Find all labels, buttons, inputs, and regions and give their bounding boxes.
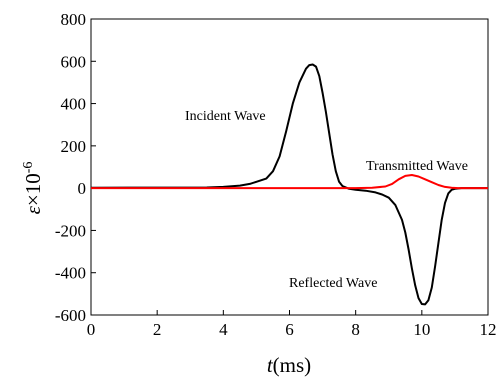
x-axis-title: t(ms) bbox=[267, 353, 311, 377]
y-axis-title-exponent: -6 bbox=[21, 162, 36, 174]
y-tick-label: 200 bbox=[61, 137, 87, 156]
series-line-1 bbox=[90, 63, 488, 306]
y-axis-title-multiplier: ×10 bbox=[21, 173, 45, 206]
annotation-reflected-wave: Reflected Wave bbox=[289, 276, 377, 291]
y-tick-label: 800 bbox=[61, 10, 87, 29]
x-axis-ticks: 0 2 4 6 8 10 12 bbox=[87, 310, 497, 339]
series-layer bbox=[90, 63, 488, 306]
y-tick-label: -400 bbox=[55, 264, 86, 283]
x-tick-label: 4 bbox=[219, 320, 228, 339]
annotation-incident-wave: Incident Wave bbox=[185, 109, 266, 124]
y-axis-title-symbol: ε bbox=[21, 205, 45, 214]
x-tick-label: 8 bbox=[351, 320, 360, 339]
x-tick-label: 0 bbox=[87, 320, 96, 339]
y-tick-label: -200 bbox=[55, 221, 86, 240]
x-tick-label: 12 bbox=[480, 320, 497, 339]
y-tick-label: 600 bbox=[61, 52, 87, 71]
y-axis-title: ε×10-6 bbox=[21, 162, 45, 215]
y-tick-label: 0 bbox=[78, 179, 87, 198]
annotation-transmitted-wave: Transmitted Wave bbox=[366, 159, 468, 174]
y-tick-label: 400 bbox=[61, 95, 87, 114]
y-axis-ticks: -600 -400 -200 0 200 400 600 800 bbox=[55, 10, 96, 325]
x-tick-label: 6 bbox=[285, 320, 294, 339]
series-line-2 bbox=[91, 174, 488, 190]
y-tick-label: -600 bbox=[55, 306, 86, 325]
x-axis-title-unit: (ms) bbox=[273, 353, 312, 377]
x-axis-title-symbol: t bbox=[267, 353, 274, 377]
x-tick-label: 2 bbox=[153, 320, 162, 339]
x-tick-label: 10 bbox=[413, 320, 430, 339]
